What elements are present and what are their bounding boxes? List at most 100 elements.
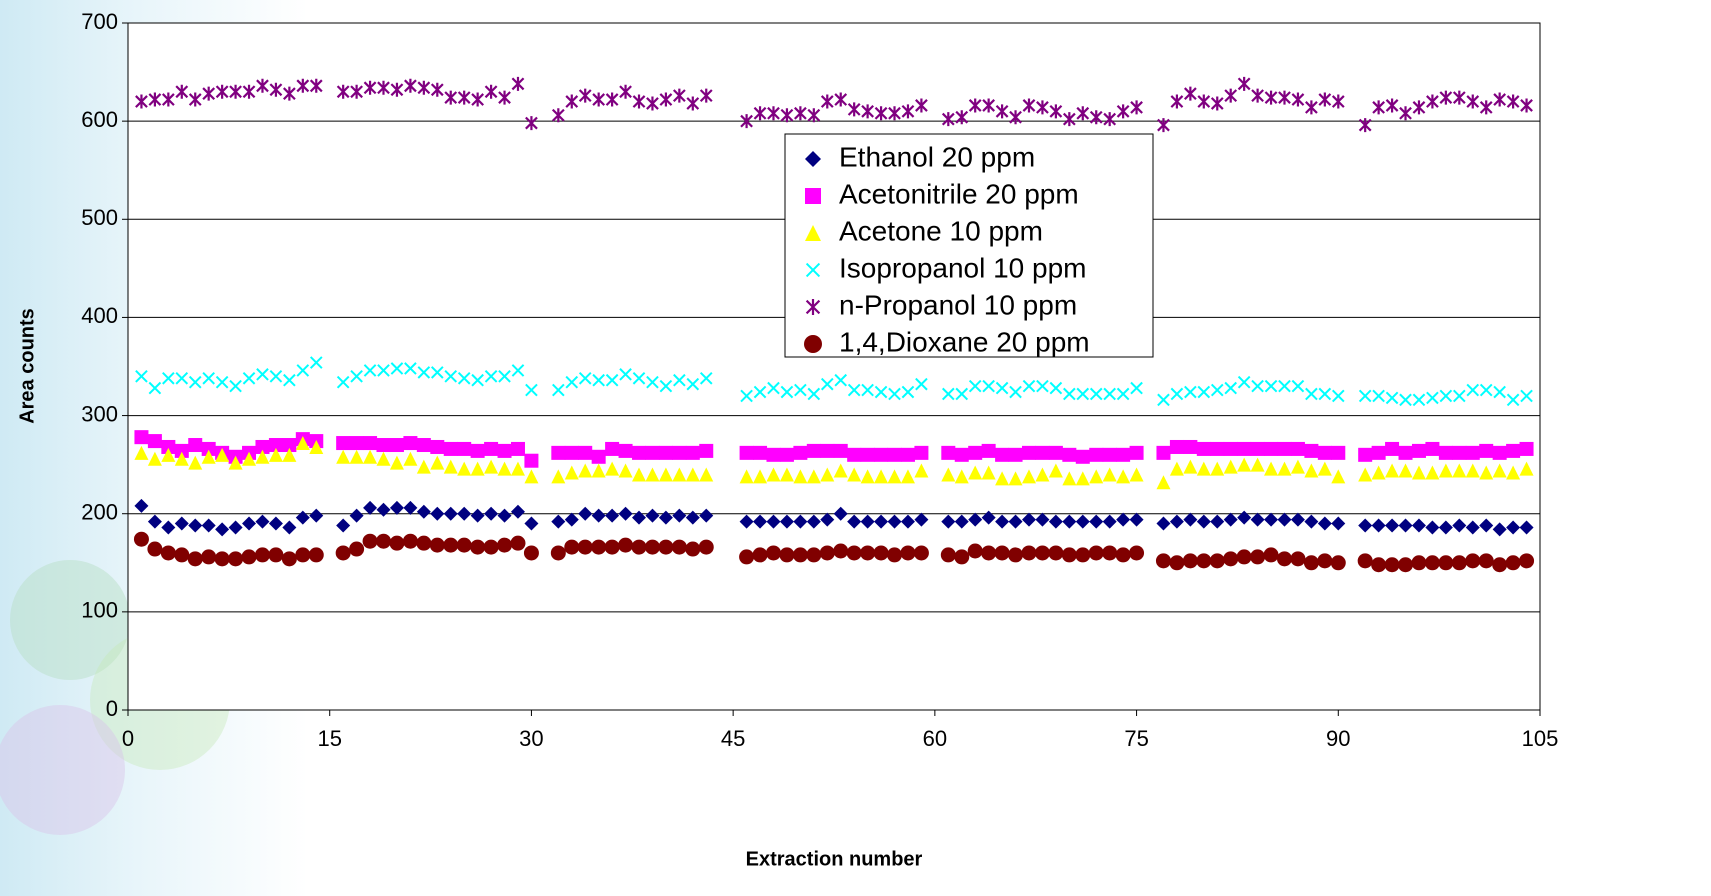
data-point [1506, 94, 1520, 109]
data-point [1210, 383, 1224, 397]
data-point [577, 539, 593, 555]
data-point [1075, 514, 1090, 529]
data-point [887, 547, 903, 563]
data-point [565, 94, 579, 109]
y-axis-title: Area counts [16, 308, 38, 424]
data-point [1169, 555, 1185, 571]
data-point [632, 371, 646, 385]
data-point [1223, 551, 1239, 567]
data-point [1156, 445, 1171, 460]
data-point [1102, 545, 1118, 561]
data-point [1411, 518, 1426, 533]
data-point [430, 506, 445, 521]
data-point [793, 514, 808, 529]
data-point [404, 362, 417, 375]
legend-marker [805, 262, 821, 278]
data-point [1465, 463, 1480, 478]
data-point [591, 463, 606, 478]
data-point [1129, 467, 1144, 482]
data-point [672, 508, 687, 523]
data-point [981, 510, 996, 525]
data-point [497, 508, 512, 523]
data-point [1519, 441, 1534, 456]
data-point [874, 106, 888, 121]
data-point [699, 467, 714, 482]
data-point [1317, 553, 1333, 569]
legend-label: Ethanol 20 ppm [839, 141, 1035, 172]
data-point [1196, 441, 1211, 456]
legend-label: Acetonitrile 20 ppm [839, 178, 1079, 209]
data-point [619, 368, 632, 381]
data-point [1237, 375, 1251, 389]
data-point [350, 84, 363, 99]
data-point [740, 389, 753, 403]
data-point [1264, 379, 1278, 393]
data-point [967, 543, 983, 559]
data-point [834, 373, 848, 387]
data-point [402, 533, 418, 549]
data-point [618, 463, 633, 478]
data-point [308, 547, 324, 563]
data-point [739, 445, 754, 460]
data-point [1264, 512, 1279, 527]
data-point [1452, 463, 1467, 478]
data-point [1076, 387, 1090, 401]
data-point [417, 80, 431, 95]
data-point [753, 106, 767, 121]
data-point [1438, 463, 1453, 478]
data-point [1276, 551, 1292, 567]
data-point [1021, 512, 1036, 527]
data-point [470, 443, 485, 458]
data-point [175, 84, 189, 99]
data-point [968, 98, 982, 113]
data-point [390, 82, 404, 97]
data-point [349, 436, 364, 451]
data-point [484, 459, 499, 474]
data-point [1116, 512, 1131, 527]
data-point [954, 447, 969, 462]
data-point [1506, 465, 1521, 480]
data-point [281, 551, 297, 567]
data-point [1021, 445, 1036, 460]
data-point [699, 443, 714, 458]
data-point [1398, 445, 1413, 460]
data-point [201, 518, 216, 533]
data-point [874, 514, 889, 529]
data-point [685, 445, 700, 460]
data-point [860, 545, 876, 561]
data-point [767, 381, 780, 395]
data-point [484, 370, 498, 383]
data-point [807, 387, 821, 401]
data-point [1331, 389, 1345, 403]
data-point [806, 547, 822, 563]
data-point [901, 385, 915, 399]
data-point [982, 379, 995, 393]
data-point [1317, 461, 1332, 476]
data-point [550, 545, 566, 561]
data-point [564, 539, 580, 555]
data-point [483, 539, 499, 555]
data-point [605, 441, 620, 456]
data-point [147, 434, 162, 449]
data-point [874, 447, 889, 462]
data-point [1372, 100, 1386, 115]
data-point [672, 445, 687, 460]
data-point [1264, 441, 1279, 456]
data-point [1452, 90, 1466, 105]
data-point [1156, 475, 1171, 490]
data-point [861, 383, 874, 397]
data-point [1155, 553, 1171, 569]
data-point [605, 92, 619, 107]
data-point [1439, 389, 1453, 403]
data-point [1008, 447, 1023, 462]
data-point [389, 500, 404, 515]
plot-area [127, 22, 1541, 711]
data-point [1250, 457, 1265, 472]
data-point [1290, 441, 1305, 456]
data-point [1520, 389, 1533, 403]
data-point [457, 371, 471, 385]
data-point [887, 469, 902, 484]
data-point [201, 449, 216, 464]
data-point [1358, 467, 1373, 482]
data-point [1371, 557, 1387, 573]
